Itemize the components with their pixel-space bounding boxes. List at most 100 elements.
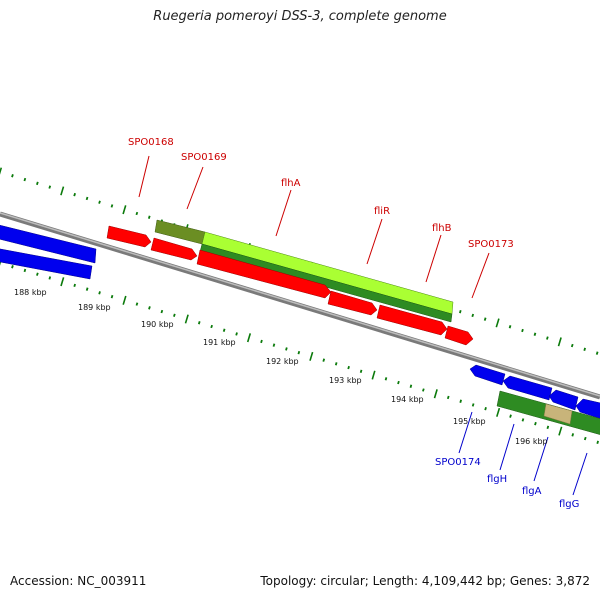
minor-tick <box>422 388 425 392</box>
minor-tick <box>135 211 139 216</box>
leader-flhA <box>275 189 292 237</box>
genome-title: Ruegeria pomeroyi DSS-3, complete genome <box>153 9 447 24</box>
major-tick <box>371 370 376 380</box>
gene-reverse-left-2[interactable] <box>0 248 93 280</box>
major-tick <box>122 295 127 305</box>
leader-spo0168 <box>138 155 150 198</box>
label-spo0168: SPO0168 <box>128 137 174 148</box>
leader-spo0173 <box>471 252 490 299</box>
genome-backbone <box>0 211 600 400</box>
major-tick <box>60 277 65 287</box>
genome-backbone-highlight <box>0 212 600 397</box>
minor-tick <box>48 276 52 280</box>
minor-tick <box>11 174 14 178</box>
minor-tick <box>285 347 288 351</box>
minor-tick <box>222 328 226 332</box>
minor-tick <box>583 347 586 352</box>
minor-tick <box>596 440 599 444</box>
minor-tick <box>334 362 338 366</box>
label-flhA: flhA <box>281 178 301 189</box>
minor-tick <box>73 192 76 197</box>
gene-reverse-right-1[interactable] <box>469 364 506 386</box>
major-tick <box>495 318 500 328</box>
major-tick <box>0 167 3 175</box>
leader-spo0169 <box>186 166 204 210</box>
topology-text: Topology: circular; Length: 4,109,442 bp… <box>260 574 590 588</box>
minor-tick <box>235 332 238 336</box>
label-flgH: flgH <box>487 474 507 485</box>
minor-tick <box>148 306 151 310</box>
minor-tick <box>521 328 524 333</box>
gene-reverse-right-3[interactable] <box>548 389 579 411</box>
major-tick <box>496 407 501 417</box>
minor-tick <box>446 395 450 400</box>
scale-label-194: 194 kbp <box>391 395 424 404</box>
minor-tick <box>533 332 537 336</box>
major-tick <box>309 351 314 361</box>
label-fliR: fliR <box>374 206 390 217</box>
leader-spo0174 <box>458 411 473 454</box>
minor-tick <box>570 343 574 348</box>
minor-tick <box>583 436 587 441</box>
minor-tick <box>384 377 388 381</box>
minor-tick <box>210 324 213 329</box>
minor-tick <box>85 196 89 201</box>
minor-tick <box>297 350 301 355</box>
label-spo0169: SPO0169 <box>181 152 227 163</box>
minor-tick <box>521 418 525 422</box>
scale-label-196: 196 kbp <box>515 437 548 446</box>
scale-label-188: 188 kbp <box>14 288 47 297</box>
operon-bar-dark[interactable] <box>199 243 453 323</box>
minor-tick <box>359 369 363 374</box>
minor-tick <box>160 309 164 314</box>
label-flgA: flgA <box>522 486 542 497</box>
scale-label-190: 190 kbp <box>141 320 174 329</box>
gene-reverse-right-2[interactable] <box>502 375 553 401</box>
minor-tick <box>546 425 550 430</box>
minor-tick <box>11 265 14 269</box>
gene-flhA[interactable] <box>196 249 332 299</box>
leader-flgA <box>533 436 549 482</box>
gene-spo0169[interactable] <box>150 237 198 261</box>
label-flgG: flgG <box>559 499 579 510</box>
major-tick <box>60 186 65 196</box>
minor-tick <box>595 351 599 355</box>
leader-flgG <box>572 452 588 496</box>
major-tick <box>558 426 563 436</box>
gene-reverse-left-1[interactable] <box>0 224 97 264</box>
gene-fliR[interactable] <box>327 290 378 316</box>
scale-label-195: 195 kbp <box>453 417 486 426</box>
leader-flgH <box>499 423 515 471</box>
minor-tick <box>534 421 537 426</box>
major-tick <box>246 333 252 343</box>
minor-tick <box>85 287 89 291</box>
minor-tick <box>509 414 512 418</box>
minor-tick <box>110 294 114 299</box>
operon-lower-tan[interactable] <box>543 403 573 425</box>
minor-tick <box>260 339 263 344</box>
label-spo0174: SPO0174 <box>435 457 481 468</box>
label-flhB: flhB <box>432 223 452 234</box>
minor-tick <box>347 365 350 370</box>
minor-tick <box>197 321 201 325</box>
minor-tick <box>36 181 39 186</box>
minor-tick <box>135 302 139 306</box>
gene-flhB[interactable] <box>376 304 448 336</box>
minor-tick <box>471 313 475 318</box>
minor-tick <box>571 433 575 437</box>
scale-label-193: 193 kbp <box>329 376 362 385</box>
minor-tick <box>546 336 549 340</box>
minor-tick <box>459 309 462 314</box>
gene-spo0173[interactable] <box>444 325 474 346</box>
scale-label-192: 192 kbp <box>266 357 299 366</box>
gene-spo0168[interactable] <box>106 225 152 248</box>
minor-tick <box>397 380 400 385</box>
minor-tick <box>409 384 413 388</box>
major-tick <box>433 389 438 399</box>
major-tick <box>122 205 127 215</box>
minor-tick <box>272 343 276 347</box>
minor-tick <box>147 215 151 219</box>
gene-reverse-right-4[interactable] <box>575 398 600 420</box>
minor-tick <box>483 317 487 321</box>
